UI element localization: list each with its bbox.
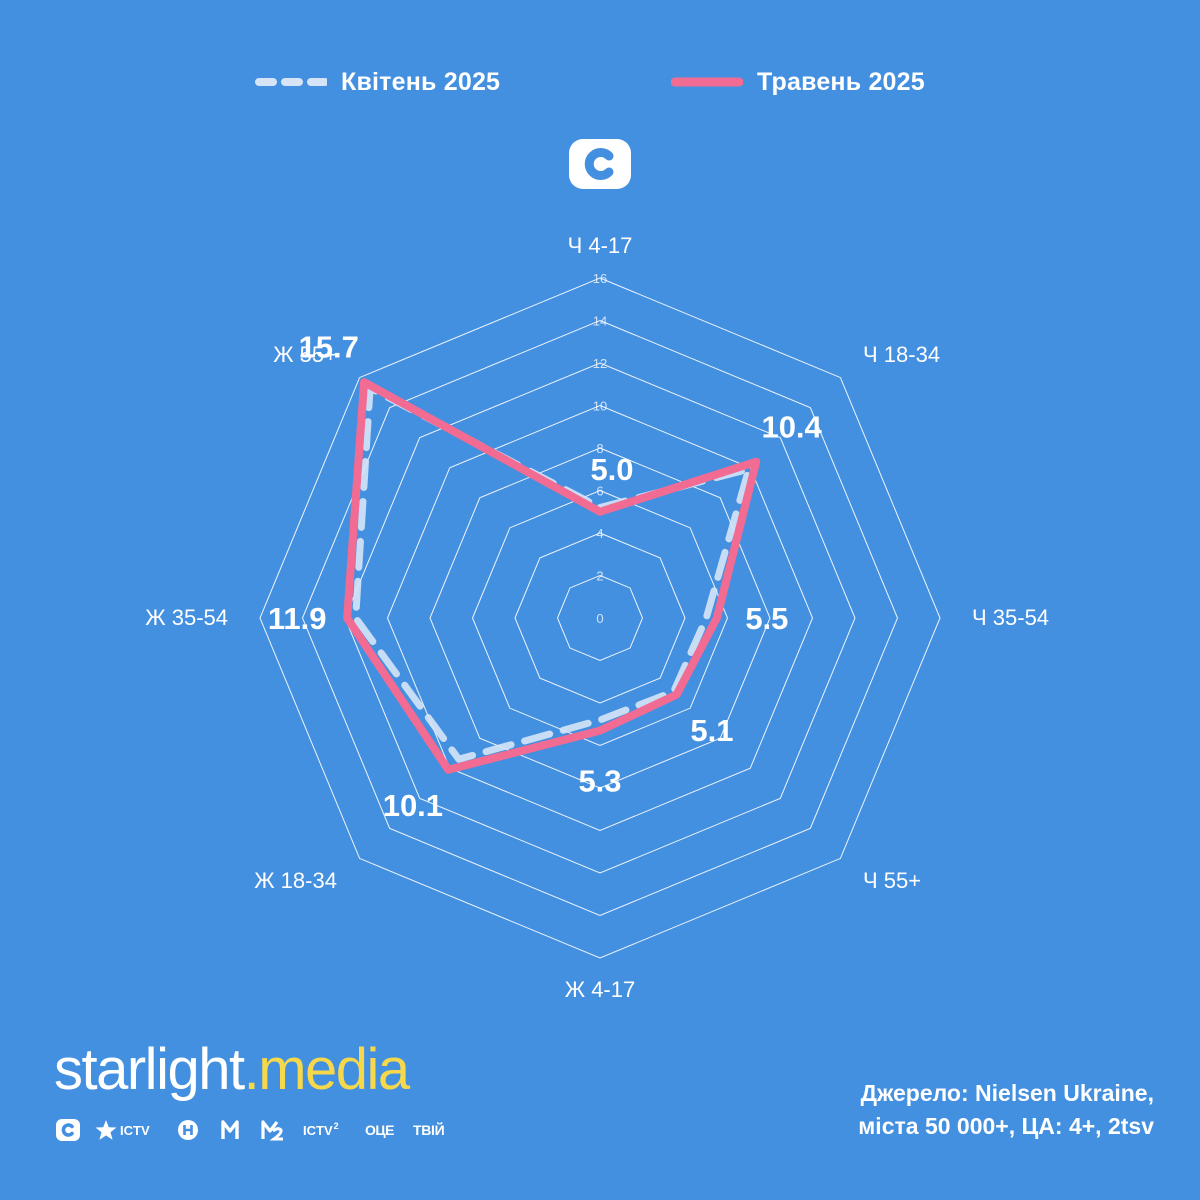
grid-ring [556,574,644,662]
scale-tick-label: 2 [596,569,603,584]
legend-label-may: Травень 2025 [757,67,925,96]
legend-item-april: Квітень 2025 [255,64,500,100]
source-note: Джерело: Nielsen Ukraine, міста 50 000+,… [858,1077,1154,1143]
axis-label: Ч 18-34 [863,342,940,367]
stb-channel-icon [56,1118,80,1142]
data-label: 5.0 [590,452,633,487]
scale-tick-label: 0 [596,611,603,626]
novyi-channel-icon [177,1118,199,1142]
data-label: 15.7 [299,330,359,365]
axis-label: Ж 35-54 [145,605,228,630]
scale-tick-label: 4 [596,526,603,541]
star-icon [95,1120,117,1140]
scale-tick-label: 10 [593,399,607,414]
legend-label-april: Квітень 2025 [341,67,501,96]
scale-tick-label: 16 [593,271,607,286]
brand-logo-part1: starlight [54,1037,245,1102]
data-label: 5.5 [745,601,788,636]
axis-label: Ч 55+ [863,868,921,893]
m1-channel-icon [220,1118,242,1142]
ictv2-channel-icon: ICTV 2 [303,1121,339,1138]
data-label: 11.9 [268,601,327,636]
series-line-april [352,384,753,763]
stb-c-logo-icon [569,139,631,189]
grid-ring [514,532,686,704]
scale-tick-label: 12 [593,356,607,371]
legend-dashed-line-icon [255,78,327,86]
axis-label: Ч 4-17 [568,233,633,258]
m2-channel-icon [261,1118,285,1142]
axis-label: Ч 35-54 [972,605,1049,630]
axis-label: Ж 18-34 [254,868,337,893]
scale-tick-label: 14 [593,314,607,329]
scale-tick-label: 8 [596,441,603,456]
series-line-may [343,378,761,774]
grid-ring [344,362,856,874]
grid-ring [386,404,814,832]
brand-logo-part2: .media [243,1037,411,1102]
scale-tick-label: 6 [596,484,603,499]
source-line-1: Джерело: Nielsen Ukraine, [860,1080,1154,1106]
data-label: 5.3 [578,764,621,799]
starlight-media-logo: starlight.media [54,1036,411,1103]
grid-ring [259,277,941,959]
data-label: 10.4 [761,409,822,444]
data-label: 5.1 [690,713,733,748]
chart-legend: Квітень 2025 Травень 2025 [0,64,1200,104]
axis-label: Ж 55+ [273,342,337,367]
data-label: 10.1 [383,788,443,823]
grid-ring [471,489,729,747]
source-line-2: міста 50 000+, ЦА: 4+, 2tsv [858,1113,1154,1139]
legend-item-may: Травень 2025 [671,64,925,100]
tviy-channel-icon: ТВІЙ [413,1122,445,1138]
ictv-channel-icon: ICTV [94,1118,150,1142]
axis-label: Ж 4-17 [565,977,635,1002]
legend-solid-line-icon [671,77,743,87]
oce-channel-icon: ОЦЕ [365,1122,394,1138]
